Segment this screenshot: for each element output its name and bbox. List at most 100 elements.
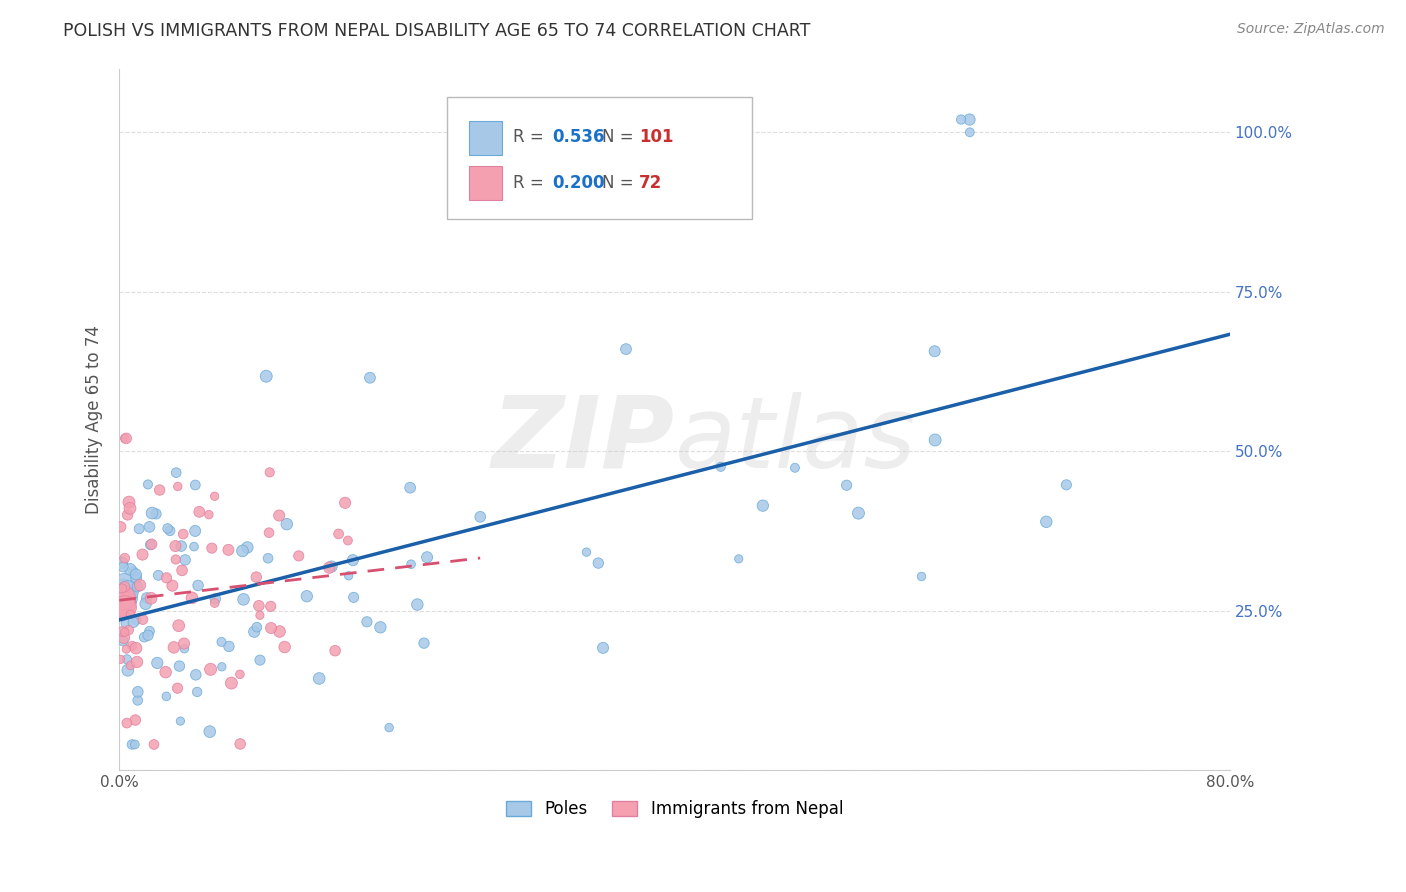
Point — [910, 569, 932, 583]
Point — [950, 112, 973, 127]
Point — [166, 681, 188, 696]
Point — [138, 520, 160, 534]
Point — [184, 478, 207, 492]
Point — [211, 660, 233, 674]
Text: POLISH VS IMMIGRANTS FROM NEPAL DISABILITY AGE 65 TO 74 CORRELATION CHART: POLISH VS IMMIGRANTS FROM NEPAL DISABILI… — [63, 22, 811, 40]
Point — [110, 652, 132, 666]
Point — [124, 713, 146, 727]
Point — [148, 568, 170, 582]
Point — [111, 594, 134, 608]
Point — [155, 571, 177, 585]
Point — [114, 431, 136, 445]
Point — [125, 655, 148, 669]
Point — [328, 527, 350, 541]
Point — [139, 538, 162, 552]
Point — [165, 552, 187, 566]
Point — [273, 640, 295, 654]
Point — [117, 584, 139, 599]
Point — [342, 553, 364, 567]
Point — [246, 620, 269, 634]
Point — [1035, 515, 1057, 529]
Point — [117, 508, 139, 522]
Text: N =: N = — [602, 128, 640, 146]
Point — [111, 607, 134, 621]
Point — [118, 501, 141, 516]
Y-axis label: Disability Age 65 to 74: Disability Age 65 to 74 — [86, 325, 103, 514]
Point — [588, 556, 610, 570]
Point — [125, 567, 148, 582]
Point — [163, 640, 186, 655]
Point — [229, 667, 252, 681]
Point — [337, 569, 360, 583]
Point — [413, 636, 436, 650]
Point — [260, 599, 283, 614]
Point — [111, 556, 134, 570]
Point — [127, 580, 149, 594]
Point — [592, 640, 614, 655]
Point — [114, 616, 136, 631]
Point — [198, 508, 221, 522]
Point — [269, 624, 291, 639]
Point — [149, 483, 172, 497]
Point — [243, 624, 266, 639]
Point — [200, 662, 222, 676]
Point — [752, 499, 775, 513]
Point — [114, 578, 136, 592]
Point — [170, 563, 193, 577]
Point — [221, 676, 243, 690]
Point — [115, 652, 138, 666]
Text: 0.536: 0.536 — [553, 128, 605, 146]
Point — [356, 615, 378, 629]
Point — [138, 624, 160, 639]
Point — [121, 738, 143, 752]
Point — [614, 342, 637, 356]
Point — [111, 624, 134, 639]
Point — [188, 505, 211, 519]
Point — [165, 466, 187, 480]
Point — [111, 608, 134, 623]
Point — [287, 549, 309, 563]
Point — [1054, 478, 1077, 492]
Point — [399, 481, 422, 495]
Point — [127, 693, 149, 707]
Point — [308, 672, 330, 686]
Point — [959, 112, 981, 127]
Point — [359, 371, 381, 385]
Point — [257, 525, 280, 540]
Point — [132, 613, 155, 627]
Point — [959, 125, 981, 139]
Point — [198, 724, 221, 739]
Point — [135, 597, 157, 611]
Point — [269, 508, 291, 523]
Point — [231, 544, 253, 558]
Point — [141, 506, 163, 520]
Point — [114, 583, 136, 598]
Point — [259, 466, 281, 480]
Point — [114, 580, 136, 594]
Point — [204, 489, 226, 503]
Legend: Poles, Immigrants from Nepal: Poles, Immigrants from Nepal — [499, 794, 849, 825]
Point — [217, 542, 239, 557]
Point — [129, 578, 152, 592]
Point — [343, 591, 366, 605]
Text: atlas: atlas — [675, 392, 917, 489]
Point — [183, 540, 205, 554]
Point — [727, 552, 749, 566]
Point — [112, 631, 135, 645]
Point — [416, 550, 439, 565]
Point — [470, 509, 492, 524]
Text: R =: R = — [513, 174, 550, 192]
Point — [247, 599, 270, 613]
Point — [783, 460, 806, 475]
Point — [114, 625, 136, 640]
Point — [121, 639, 143, 653]
Point — [173, 636, 195, 650]
Text: R =: R = — [513, 128, 550, 146]
Point — [249, 608, 271, 623]
Point — [181, 591, 204, 605]
Point — [166, 479, 188, 493]
Point — [165, 539, 187, 553]
Point — [112, 597, 135, 611]
Point — [135, 591, 157, 605]
Point — [333, 496, 356, 510]
